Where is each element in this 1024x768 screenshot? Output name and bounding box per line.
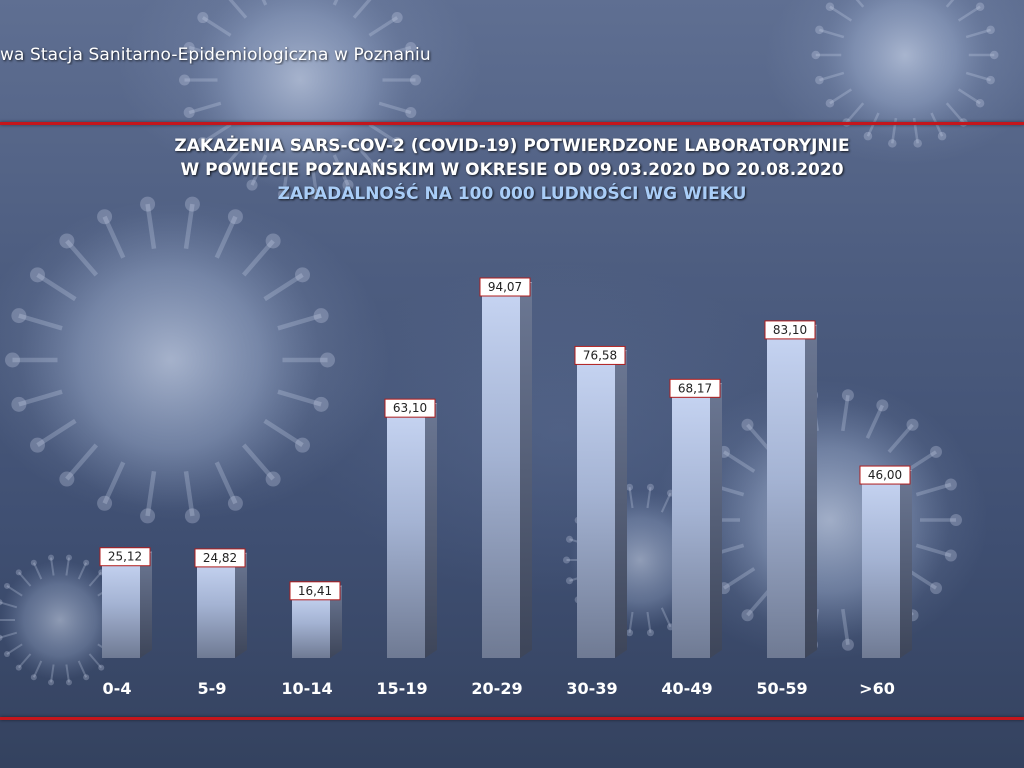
data-label-box: [574, 345, 626, 365]
chart-title-block: ZAKAŻENIA SARS-COV-2 (COVID-19) POTWIERD…: [0, 134, 1024, 206]
data-label-box: [289, 581, 341, 601]
bar: [102, 559, 140, 658]
data-label: 76,58: [574, 345, 626, 365]
x-tick-label: >60: [859, 679, 895, 698]
data-label: 46,00: [859, 465, 911, 485]
data-label-box: [764, 320, 816, 340]
chart-title-line-2: W POWIECIE POZNAŃSKIM W OKRESIE OD 09.03…: [180, 160, 844, 180]
data-label-text: 83,10: [773, 323, 807, 337]
bar-side: [235, 552, 247, 658]
data-label-box: [194, 548, 246, 568]
bar-side: [710, 383, 722, 658]
chart-title-line-1: ZAKAŻENIA SARS-COV-2 (COVID-19) POTWIERD…: [174, 136, 850, 156]
data-label: 24,82: [194, 548, 246, 568]
data-label-box: [99, 547, 151, 567]
data-label-text: 16,41: [298, 584, 332, 598]
top-red-rule: [0, 122, 1024, 125]
data-label-box: [859, 465, 911, 485]
data-label-text: 68,17: [678, 381, 712, 395]
x-tick-label: 5-9: [198, 679, 227, 698]
data-label-text: 94,07: [488, 280, 522, 294]
data-label-text: 25,12: [108, 550, 142, 564]
data-label-text: 24,82: [203, 551, 237, 565]
x-tick-label: 40-49: [661, 679, 712, 698]
x-tick-label: 0-4: [103, 679, 132, 698]
x-tick-label: 15-19: [376, 679, 427, 698]
bar-side: [900, 470, 912, 658]
data-label: 94,07: [479, 277, 531, 297]
bar-side: [520, 282, 532, 658]
data-label-text: 46,00: [868, 468, 902, 482]
data-label-text: 76,58: [583, 348, 617, 362]
bar: [482, 290, 520, 658]
bar: [767, 332, 805, 658]
x-tick-label: 30-39: [566, 679, 617, 698]
x-tick-label: 20-29: [471, 679, 522, 698]
bar: [672, 391, 710, 658]
data-label: 83,10: [764, 320, 816, 340]
organization-name: wa Stacja Sanitarno-Epidemiologiczna w P…: [0, 45, 431, 65]
data-label: 16,41: [289, 581, 341, 601]
data-label: 25,12: [99, 547, 151, 567]
x-tick-label: 10-14: [281, 679, 332, 698]
bar: [292, 593, 330, 658]
data-label-box: [384, 398, 436, 418]
bottom-red-rule: [0, 717, 1024, 720]
bar-side: [140, 551, 152, 658]
chart-subtitle: ZAPADALNOŚĆ NA 100 000 LUDNOŚCI WG WIEKU: [277, 184, 747, 204]
bar-side: [805, 324, 817, 658]
bar: [577, 358, 615, 658]
bar: [387, 411, 425, 658]
data-label-box: [669, 378, 721, 398]
bar-side: [330, 585, 342, 658]
data-label: 68,17: [669, 378, 721, 398]
bar: [862, 478, 900, 658]
x-tick-label: 50-59: [756, 679, 807, 698]
data-label-text: 63,10: [393, 401, 427, 415]
data-label: 63,10: [384, 398, 436, 418]
bar-side: [615, 350, 627, 658]
data-label-box: [479, 277, 531, 297]
bar: [197, 560, 235, 658]
bar-side: [425, 403, 437, 658]
